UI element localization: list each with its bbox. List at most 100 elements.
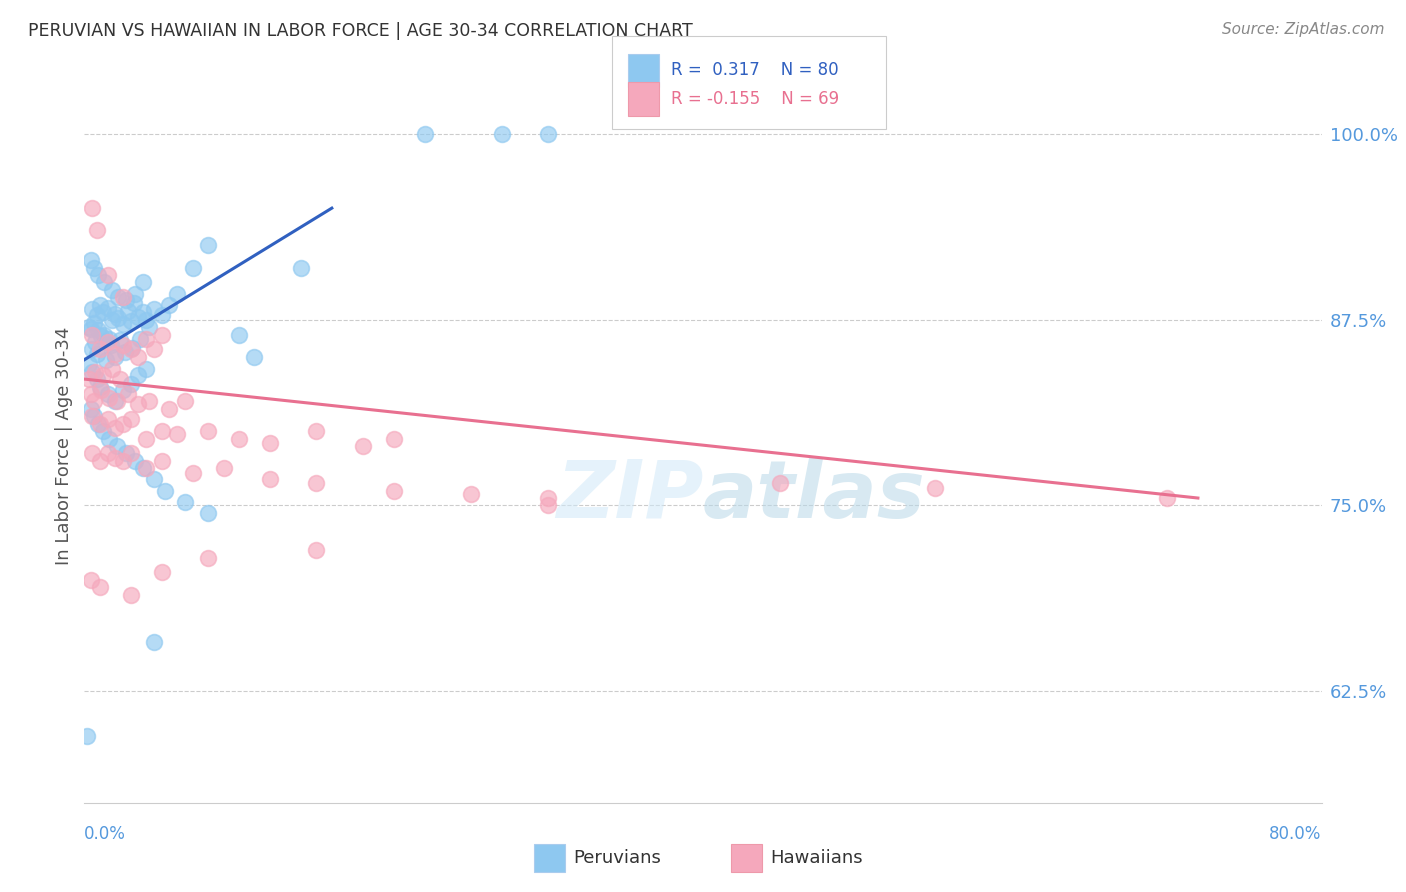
- Text: 80.0%: 80.0%: [1270, 825, 1322, 843]
- Point: [100, 338, 122, 352]
- Point: [83, 409, 105, 424]
- Point: [112, 317, 135, 331]
- Point: [120, 446, 142, 460]
- Point: [104, 350, 127, 364]
- Point: [243, 350, 266, 364]
- Point: [101, 283, 124, 297]
- Point: [83, 394, 105, 409]
- Point: [77, 320, 100, 334]
- Point: [135, 461, 157, 475]
- Point: [159, 298, 180, 312]
- Text: Peruvians: Peruvians: [574, 849, 662, 867]
- Text: Hawaiians: Hawaiians: [770, 849, 863, 867]
- Point: [382, 483, 405, 498]
- Text: ZIP: ZIP: [555, 457, 703, 535]
- Point: [84, 334, 107, 349]
- Point: [107, 311, 129, 326]
- Point: [96, 268, 118, 282]
- Point: [86, 308, 108, 322]
- Point: [150, 454, 173, 468]
- Point: [382, 432, 405, 446]
- Point: [259, 436, 281, 450]
- Point: [89, 379, 111, 393]
- Point: [108, 334, 131, 348]
- Point: [122, 296, 145, 310]
- Point: [174, 495, 197, 509]
- Point: [135, 332, 157, 346]
- Point: [89, 298, 111, 312]
- Point: [96, 387, 118, 401]
- Point: [83, 316, 105, 330]
- Point: [120, 588, 142, 602]
- Point: [94, 352, 117, 367]
- Point: [290, 260, 312, 275]
- Point: [121, 341, 143, 355]
- Point: [129, 332, 152, 346]
- Point: [228, 327, 250, 342]
- Point: [76, 729, 98, 743]
- Point: [138, 394, 160, 409]
- Point: [86, 223, 108, 237]
- Point: [82, 327, 104, 342]
- Point: [96, 412, 118, 426]
- Point: [537, 491, 560, 505]
- Point: [181, 260, 204, 275]
- Point: [166, 287, 188, 301]
- Point: [769, 476, 792, 491]
- Y-axis label: In Labor Force | Age 30-34: In Labor Force | Age 30-34: [55, 326, 73, 566]
- Point: [108, 372, 131, 386]
- Point: [114, 345, 136, 359]
- Point: [112, 290, 135, 304]
- Point: [82, 365, 104, 379]
- Text: 0.0%: 0.0%: [84, 825, 127, 843]
- Point: [98, 332, 121, 346]
- Point: [127, 350, 149, 364]
- Point: [491, 127, 513, 141]
- Point: [87, 323, 110, 337]
- Point: [132, 305, 155, 319]
- Point: [91, 305, 114, 319]
- Point: [79, 387, 101, 401]
- Point: [101, 361, 124, 376]
- Point: [120, 376, 142, 391]
- Point: [197, 506, 219, 520]
- Point: [537, 127, 560, 141]
- Point: [150, 566, 173, 580]
- Point: [112, 417, 135, 431]
- Point: [135, 312, 157, 326]
- Point: [138, 320, 160, 334]
- Point: [197, 238, 219, 252]
- Point: [98, 432, 121, 446]
- Point: [181, 466, 204, 480]
- Point: [93, 276, 115, 290]
- Text: R =  0.317    N = 80: R = 0.317 N = 80: [671, 62, 838, 79]
- Point: [120, 314, 142, 328]
- Point: [150, 308, 173, 322]
- Point: [104, 347, 127, 361]
- Point: [143, 635, 166, 649]
- Point: [120, 412, 142, 426]
- Point: [413, 127, 436, 141]
- Text: PERUVIAN VS HAWAIIAN IN LABOR FORCE | AGE 30-34 CORRELATION CHART: PERUVIAN VS HAWAIIAN IN LABOR FORCE | AG…: [28, 22, 693, 40]
- Point: [79, 321, 101, 335]
- Point: [112, 383, 135, 397]
- Point: [96, 334, 118, 349]
- Point: [135, 432, 157, 446]
- Point: [105, 439, 128, 453]
- Point: [82, 201, 104, 215]
- Point: [82, 409, 104, 424]
- Point: [127, 310, 149, 324]
- Point: [83, 260, 105, 275]
- Point: [197, 550, 219, 565]
- Point: [104, 307, 127, 321]
- Point: [117, 387, 139, 401]
- Point: [84, 365, 107, 379]
- Point: [107, 290, 129, 304]
- Point: [96, 446, 118, 460]
- Point: [537, 499, 560, 513]
- Point: [153, 483, 176, 498]
- Point: [259, 472, 281, 486]
- Point: [82, 446, 104, 460]
- Point: [90, 383, 112, 397]
- Point: [305, 476, 328, 491]
